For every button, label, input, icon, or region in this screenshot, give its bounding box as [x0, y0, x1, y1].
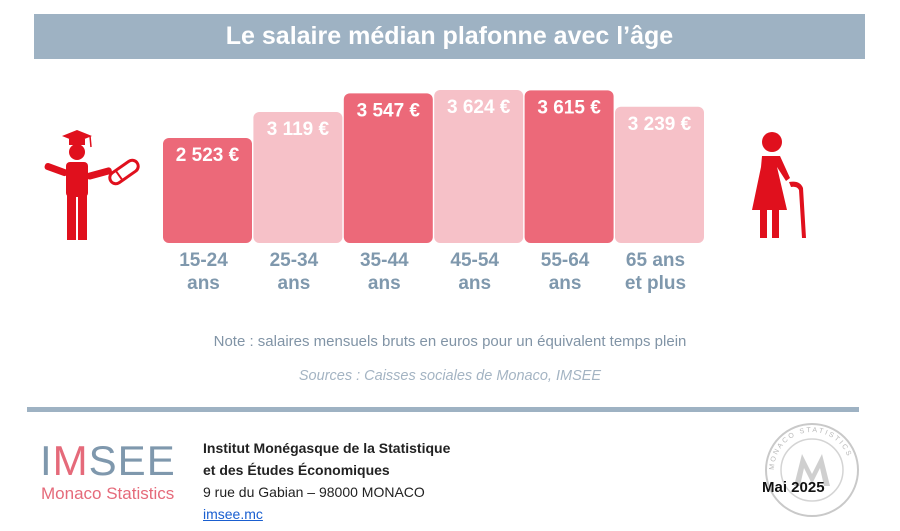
- logo-subtitle: Monaco Statistics: [41, 484, 175, 503]
- footer-divider: [27, 407, 859, 412]
- bar-4: [524, 90, 614, 244]
- bar-5: [615, 106, 704, 243]
- institute-name-line1: Institut Monégasque de la Statistique: [203, 440, 451, 456]
- category-label-3-1: ans: [458, 273, 491, 294]
- bar-value-label-4: 3 615 €: [537, 97, 601, 118]
- category-label-1-1: ans: [278, 273, 311, 294]
- bar-value-label-5: 3 239 €: [628, 114, 692, 135]
- graduate-icon: [44, 130, 140, 240]
- institute-name-line2: et des Études Économiques: [203, 462, 390, 478]
- bar-2: [343, 93, 433, 243]
- elderly-woman-icon: [752, 132, 806, 238]
- website-link[interactable]: imsee.mc: [203, 506, 263, 522]
- title-banner: Le salaire médian plafonne avec l’âge: [34, 14, 865, 59]
- chart-note: Note : salaires mensuels bruts en euros …: [213, 333, 687, 350]
- category-label-0-1: ans: [187, 273, 220, 294]
- monaco-statistics-seal: MONACO STATISTICS: [765, 423, 859, 517]
- category-label-0-0: 15-24: [179, 250, 228, 271]
- category-label-5-0: 65 ans: [626, 250, 685, 271]
- category-label-4-1: ans: [549, 273, 582, 294]
- bar-1: [253, 112, 343, 243]
- publication-date: Mai 2025: [762, 479, 825, 496]
- category-label-3-0: 45-54: [450, 250, 499, 271]
- institute-info: Institut Monégasque de la Statistique et…: [203, 437, 450, 525]
- seal-m-mark: [794, 454, 830, 486]
- category-label-2-0: 35-44: [360, 250, 409, 271]
- page-title: Le salaire médian plafonne avec l’âge: [225, 22, 674, 50]
- category-label-4-0: 55-64: [541, 250, 590, 271]
- bar-0: [163, 138, 252, 243]
- bar-value-label-2: 3 547 €: [357, 100, 421, 121]
- category-label-2-1: ans: [368, 273, 401, 294]
- institute-address: 9 rue du Gabian – 98000 MONACO: [203, 484, 425, 500]
- bar-value-label-0: 2 523 €: [176, 145, 240, 166]
- bar-value-label-1: 3 119 €: [267, 119, 330, 140]
- imsee-logo: IMSEE: [40, 437, 176, 484]
- bar-3: [434, 90, 524, 243]
- category-label-5-1: et plus: [625, 273, 686, 294]
- chart-sources: Sources : Caisses sociales de Monaco, IM…: [298, 368, 602, 384]
- category-label-1-0: 25-34: [270, 250, 319, 271]
- bar-value-label-3: 3 624 €: [447, 97, 511, 118]
